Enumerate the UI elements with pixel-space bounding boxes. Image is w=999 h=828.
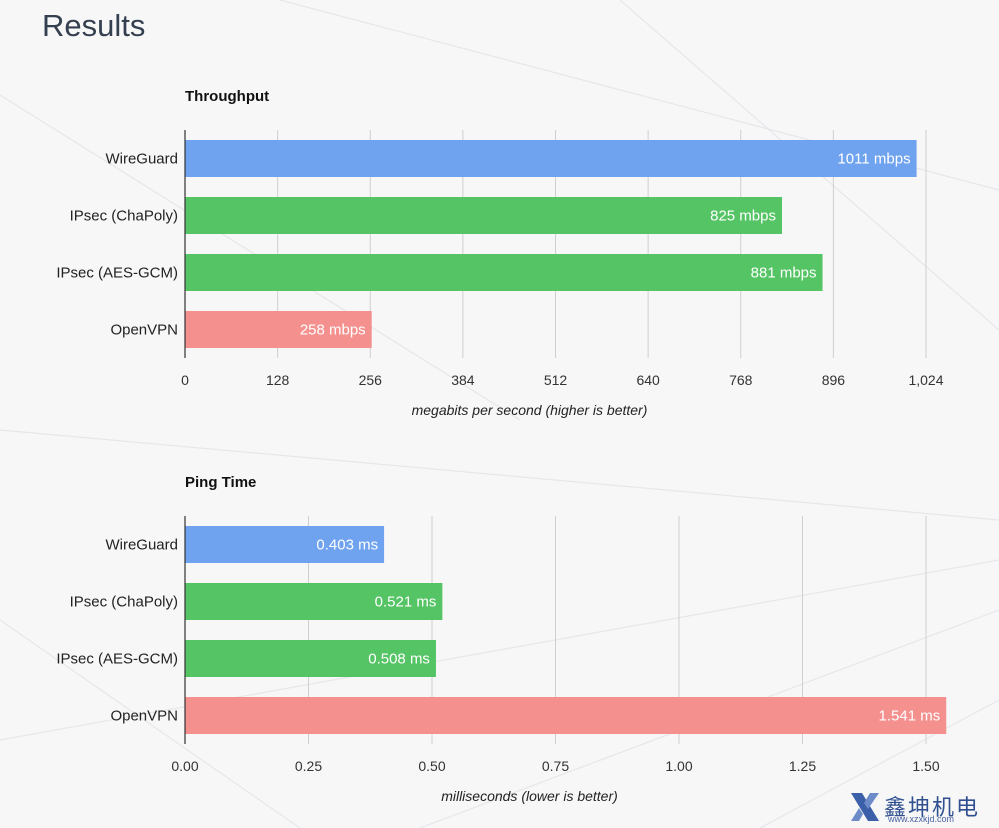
x-tick-label: 128 xyxy=(266,372,290,388)
value-label: 1011 mbps xyxy=(837,151,910,168)
x-tick-label: 0.50 xyxy=(418,758,445,774)
bar-ipsec-chapoly xyxy=(185,197,782,234)
category-label: IPsec (ChaPoly) xyxy=(70,594,178,611)
x-tick-label: 0 xyxy=(181,372,189,388)
ping-time-chart: Ping Time 0.00 0.25 0.50 0.75 1.00 1.25 1.50 Wir… xyxy=(56,474,947,804)
x-tick-label: 896 xyxy=(822,372,846,388)
x-tick-label: 0.75 xyxy=(542,758,569,774)
chart-title: Throughput xyxy=(185,88,269,105)
x-tick-label: 0.00 xyxy=(171,758,198,774)
x-tick-label: 1.25 xyxy=(789,758,816,774)
watermark: 鑫坤机电 www.xzxkjd.com xyxy=(848,790,999,828)
category-label: WireGuard xyxy=(105,151,178,168)
value-label: 825 mbps xyxy=(710,208,776,225)
bar-ipsec-chapoly xyxy=(185,583,443,620)
bar-ipsec-aes-gcm xyxy=(185,640,436,677)
value-label: 0.508 ms xyxy=(368,651,430,668)
category-label: OpenVPN xyxy=(110,708,178,725)
x-tick-label: 1,024 xyxy=(908,372,943,388)
value-label: 0.403 ms xyxy=(316,537,378,554)
bar-wireguard xyxy=(185,526,385,563)
value-label: 0.521 ms xyxy=(375,594,437,611)
category-label: IPsec (ChaPoly) xyxy=(70,208,178,225)
chart-title: Ping Time xyxy=(185,474,256,491)
x-tick-label: 512 xyxy=(544,372,568,388)
bar-openvpn xyxy=(185,697,947,734)
x-tick-label: 384 xyxy=(451,372,475,388)
category-label: OpenVPN xyxy=(110,322,178,339)
category-label: WireGuard xyxy=(105,537,178,554)
x-tick-label: 768 xyxy=(729,372,753,388)
x-tick-label: 0.25 xyxy=(295,758,322,774)
category-label: IPsec (AES-GCM) xyxy=(56,651,178,668)
x-logo-icon xyxy=(851,793,879,821)
bar-ipsec-aes-gcm xyxy=(185,254,823,291)
x-axis-label: milliseconds (lower is better) xyxy=(441,788,618,804)
category-label: IPsec (AES-GCM) xyxy=(56,265,178,282)
value-label: 258 mbps xyxy=(300,322,366,339)
x-tick-label: 1.00 xyxy=(665,758,692,774)
x-axis-label: megabits per second (higher is better) xyxy=(412,402,648,418)
x-tick-label: 1.50 xyxy=(912,758,939,774)
throughput-chart: Throughput 0 128 256 384 512 640 768 896 1,024 Wir… xyxy=(56,88,943,418)
watermark-url: www.xzxkjd.com xyxy=(888,814,955,824)
x-tick-label: 640 xyxy=(636,372,660,388)
bar-wireguard xyxy=(185,140,917,177)
value-label: 1.541 ms xyxy=(879,708,941,725)
page-title: Results xyxy=(42,8,146,43)
bar-openvpn xyxy=(185,311,372,348)
x-tick-label: 256 xyxy=(359,372,383,388)
value-label: 881 mbps xyxy=(751,265,817,282)
watermark-text: 鑫坤机电 xyxy=(884,796,981,821)
